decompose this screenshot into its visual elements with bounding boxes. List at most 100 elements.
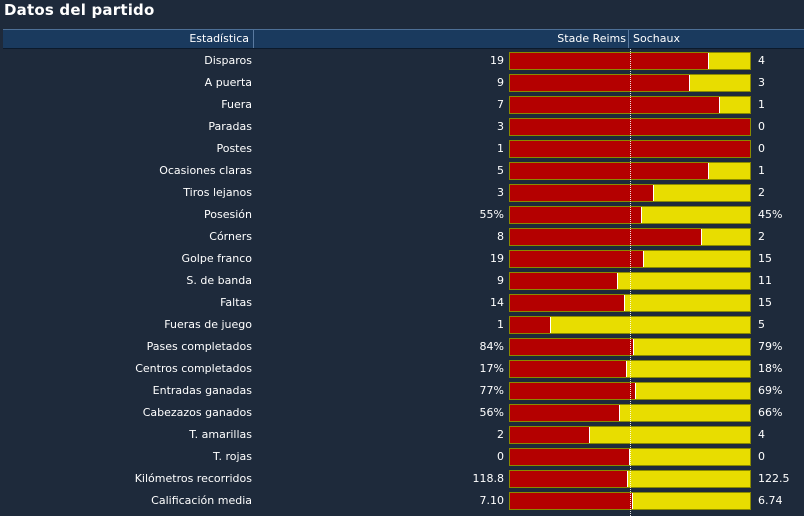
home-value: 56% <box>479 406 504 419</box>
stat-label: Golpe franco <box>181 252 252 265</box>
stat-label: Paradas <box>208 120 252 133</box>
away-value: 5 <box>758 318 765 331</box>
away-value: 1 <box>758 98 765 111</box>
stats-table-header: Estadística Stade Reims Sochaux <box>3 29 804 49</box>
stat-row: Fueras de juego 1 5 <box>0 314 804 336</box>
home-value: 1 <box>497 142 504 155</box>
home-value: 3 <box>497 120 504 133</box>
home-value: 9 <box>497 274 504 287</box>
home-share-fill <box>510 97 720 113</box>
away-value: 66% <box>758 406 783 419</box>
home-share-fill <box>510 339 634 355</box>
home-share-fill <box>510 383 637 399</box>
stat-label: Pases completados <box>146 340 252 353</box>
home-value: 0 <box>497 450 504 463</box>
stat-row: Centros completados 17% 18% <box>0 358 804 380</box>
home-value: 2 <box>497 428 504 441</box>
home-value: 84% <box>479 340 504 353</box>
home-share-fill <box>510 185 654 201</box>
away-value: 0 <box>758 142 765 155</box>
away-value: 3 <box>758 76 765 89</box>
stat-label: Fueras de juego <box>164 318 252 331</box>
stat-label: Posesión <box>204 208 252 221</box>
stat-row: T. amarillas 2 4 <box>0 424 804 446</box>
stat-label: Calificación media <box>151 494 252 507</box>
stat-row: A puerta 9 3 <box>0 72 804 94</box>
home-share-fill <box>510 405 621 421</box>
home-share-fill <box>510 295 626 311</box>
stat-label: Centros completados <box>135 362 252 375</box>
header-away-team[interactable]: Sochaux <box>633 32 680 45</box>
stat-row: Kilómetros recorridos 118.8 122.5 <box>0 468 804 490</box>
home-value: 5 <box>497 164 504 177</box>
away-value: 11 <box>758 274 772 287</box>
stat-row: T. rojas 0 0 <box>0 446 804 468</box>
home-share-fill <box>510 207 642 223</box>
stat-label: S. de banda <box>186 274 252 287</box>
away-value: 15 <box>758 296 772 309</box>
home-value: 7 <box>497 98 504 111</box>
home-value: 14 <box>490 296 504 309</box>
stat-label: Faltas <box>220 296 252 309</box>
header-stat-column[interactable]: Estadística <box>3 30 254 48</box>
stat-row: Golpe franco 19 15 <box>0 248 804 270</box>
stat-row: Paradas 3 0 <box>0 116 804 138</box>
away-value: 79% <box>758 340 783 353</box>
home-share-fill <box>510 53 710 69</box>
home-value: 9 <box>497 76 504 89</box>
home-share-fill <box>510 449 630 465</box>
away-value: 122.5 <box>758 472 790 485</box>
home-share-fill <box>510 229 702 245</box>
home-value: 19 <box>490 54 504 67</box>
home-share-fill <box>510 273 618 289</box>
stat-row: Pases completados 84% 79% <box>0 336 804 358</box>
home-value: 55% <box>479 208 504 221</box>
stat-row: Faltas 14 15 <box>0 292 804 314</box>
stat-row: Cabezazos ganados 56% 66% <box>0 402 804 424</box>
page-title: Datos del partido <box>4 1 155 19</box>
home-share-fill <box>510 317 551 333</box>
stat-label: Cabezazos ganados <box>142 406 252 419</box>
away-value: 0 <box>758 120 765 133</box>
home-value: 1 <box>497 318 504 331</box>
header-home-team[interactable]: Stade Reims <box>254 30 629 48</box>
stat-label: Córners <box>209 230 252 243</box>
stat-row: Fuera 7 1 <box>0 94 804 116</box>
stat-row: Entradas ganadas 77% 69% <box>0 380 804 402</box>
stat-row: Tiros lejanos 3 2 <box>0 182 804 204</box>
stat-label: Tiros lejanos <box>183 186 252 199</box>
stat-label: Fuera <box>221 98 252 111</box>
home-value: 118.8 <box>472 472 505 485</box>
away-value: 6.74 <box>758 494 783 507</box>
home-value: 19 <box>490 252 504 265</box>
stat-label: T. amarillas <box>189 428 252 441</box>
stat-label: Ocasiones claras <box>159 164 252 177</box>
away-value: 18% <box>758 362 783 375</box>
home-value: 8 <box>497 230 504 243</box>
stat-label: Disparos <box>204 54 252 67</box>
home-share-fill <box>510 251 645 267</box>
stat-row: Córners 8 2 <box>0 226 804 248</box>
home-share-fill <box>510 163 710 179</box>
stat-row: Disparos 19 4 <box>0 50 804 72</box>
home-value: 17% <box>479 362 504 375</box>
stat-label: T. rojas <box>213 450 252 463</box>
away-value: 45% <box>758 208 783 221</box>
away-value: 0 <box>758 450 765 463</box>
home-share-fill <box>510 471 629 487</box>
home-share-fill <box>510 361 627 377</box>
home-share-fill <box>510 493 634 509</box>
stat-label: Postes <box>216 142 252 155</box>
away-value: 4 <box>758 54 765 67</box>
stat-row: Ocasiones claras 5 1 <box>0 160 804 182</box>
stat-row: Postes 1 0 <box>0 138 804 160</box>
stat-row: S. de banda 9 11 <box>0 270 804 292</box>
away-value: 15 <box>758 252 772 265</box>
away-value: 1 <box>758 164 765 177</box>
stat-label: Entradas ganadas <box>152 384 252 397</box>
center-divider <box>630 49 631 516</box>
home-share-fill <box>510 427 590 443</box>
home-value: 3 <box>497 186 504 199</box>
away-value: 2 <box>758 186 765 199</box>
stat-label: A puerta <box>204 76 252 89</box>
